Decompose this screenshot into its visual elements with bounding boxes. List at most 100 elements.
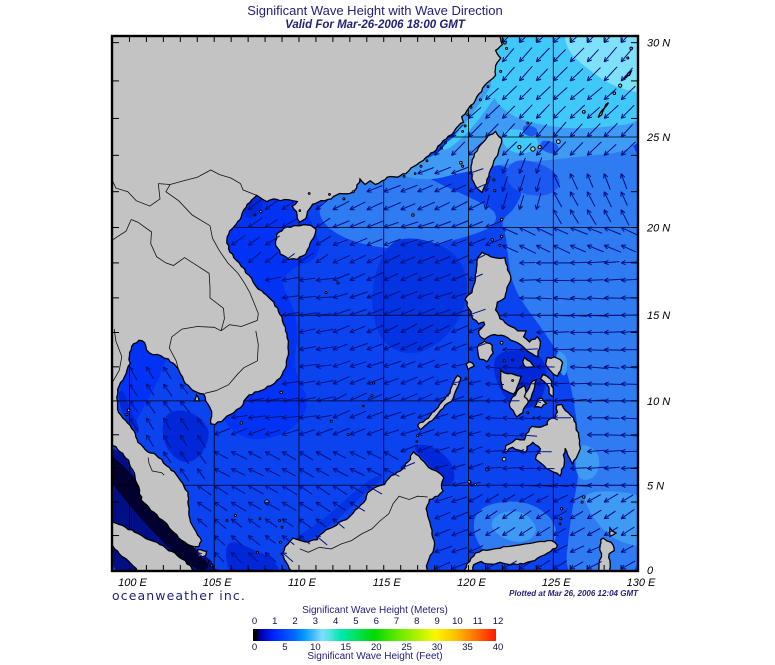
wave-arrow	[281, 380, 301, 386]
wave-arrow	[451, 430, 467, 437]
legend-meter-value: 10	[452, 616, 463, 627]
wave-arrow	[281, 551, 294, 563]
wave-arrow	[468, 201, 485, 211]
wave-arrow	[162, 417, 172, 431]
wave-arrow	[417, 184, 434, 193]
legend-feet-value: 40	[492, 642, 504, 653]
wave-arrow	[434, 291, 453, 300]
plotted-timestamp: Plotted at Mar 26, 2006 12:04 GMT	[509, 589, 638, 598]
wave-arrow	[315, 200, 328, 211]
wave-arrow	[620, 104, 635, 119]
legend-meter-value: 12	[492, 616, 504, 627]
wave-arrow	[569, 173, 579, 190]
wave-arrow	[536, 415, 555, 421]
wave-arrow	[451, 166, 469, 175]
wave-arrow	[179, 417, 190, 431]
wave-arrow	[179, 451, 190, 465]
wave-arrow	[552, 226, 569, 235]
wave-arrow	[485, 220, 503, 229]
wave-arrow	[315, 414, 332, 420]
wave-arrow	[485, 493, 500, 503]
wave-arrow	[298, 429, 316, 436]
wave-arrow	[434, 324, 451, 334]
wave-arrow	[298, 468, 315, 478]
legend-feet-value: 35	[462, 642, 473, 653]
wave-arrow	[451, 481, 467, 487]
wave-arrow	[536, 465, 555, 472]
wave-arrow	[400, 393, 418, 402]
wave-arrow	[213, 535, 226, 546]
wave-arrow	[145, 383, 155, 396]
wave-arrow	[417, 167, 435, 175]
wave-arrow	[535, 157, 543, 174]
wave-arrow	[468, 446, 483, 453]
wave-arrow	[553, 483, 570, 489]
wave-arrow	[281, 294, 300, 300]
wave-arrow	[518, 143, 532, 156]
wave-arrow	[552, 528, 566, 536]
wave-arrow	[603, 465, 620, 471]
wave-arrow	[569, 47, 585, 63]
wave-arrow	[502, 364, 522, 370]
wave-arrow	[349, 392, 367, 402]
wave-arrow	[519, 312, 536, 318]
wave-arrow	[451, 413, 466, 420]
wave-arrow	[196, 501, 212, 512]
wave-arrow	[349, 468, 365, 477]
wave-arrow	[468, 380, 481, 386]
wave-arrow	[298, 535, 311, 545]
oceanweather-logo: oceanweather inc.	[112, 588, 246, 603]
wave-arrow	[536, 277, 555, 284]
wave-arrow	[501, 158, 509, 174]
wave-arrow	[349, 377, 366, 385]
land-amami	[623, 69, 633, 80]
wave-arrow	[264, 518, 278, 528]
wave-arrow	[552, 191, 563, 208]
wave-arrow	[620, 226, 638, 236]
wave-arrow	[298, 501, 313, 512]
wave-arrow	[603, 191, 612, 208]
lon-label: 100 E	[118, 577, 147, 589]
wave-arrow	[332, 484, 348, 496]
wave-arrow	[502, 432, 520, 438]
wave-arrow	[247, 484, 264, 495]
wave-arrow	[569, 104, 586, 119]
wave-arrow	[518, 121, 533, 138]
wave-arrow	[349, 220, 366, 229]
wave-arrow	[620, 277, 638, 283]
wave-arrow	[468, 273, 483, 282]
islet	[612, 91, 617, 95]
wave-arrow	[434, 464, 449, 470]
wave-arrow	[586, 509, 602, 520]
wave-arrow	[366, 377, 385, 385]
wave-arrow	[298, 380, 316, 386]
wave-arrow	[434, 166, 451, 175]
wave-arrow	[536, 397, 552, 404]
islet	[511, 379, 514, 382]
wave-arrow	[162, 366, 172, 380]
islet	[278, 540, 282, 544]
wave-arrow	[502, 415, 522, 421]
wave-arrow	[451, 124, 464, 138]
wave-arrow	[586, 259, 606, 266]
wave-arrow	[366, 411, 384, 419]
wave-arrow	[586, 494, 601, 503]
wave-arrow	[315, 235, 331, 246]
wave-arrow	[264, 429, 281, 436]
wave-arrow	[332, 343, 348, 351]
wave-arrow	[553, 346, 572, 353]
wave-arrow	[603, 448, 623, 455]
land-sumatra	[112, 520, 194, 571]
islet	[537, 145, 542, 150]
wave-arrow	[518, 104, 533, 119]
land-phu-quoc	[193, 393, 200, 402]
wave-arrow	[434, 201, 450, 211]
wave-arrow	[383, 325, 399, 333]
wave-arrow	[400, 444, 418, 453]
wave-arrow	[586, 191, 596, 207]
wave-arrow	[213, 451, 229, 460]
wave-arrow	[400, 184, 418, 193]
islet	[459, 160, 463, 165]
wave-arrow	[519, 432, 538, 438]
wave-arrow	[468, 509, 483, 520]
